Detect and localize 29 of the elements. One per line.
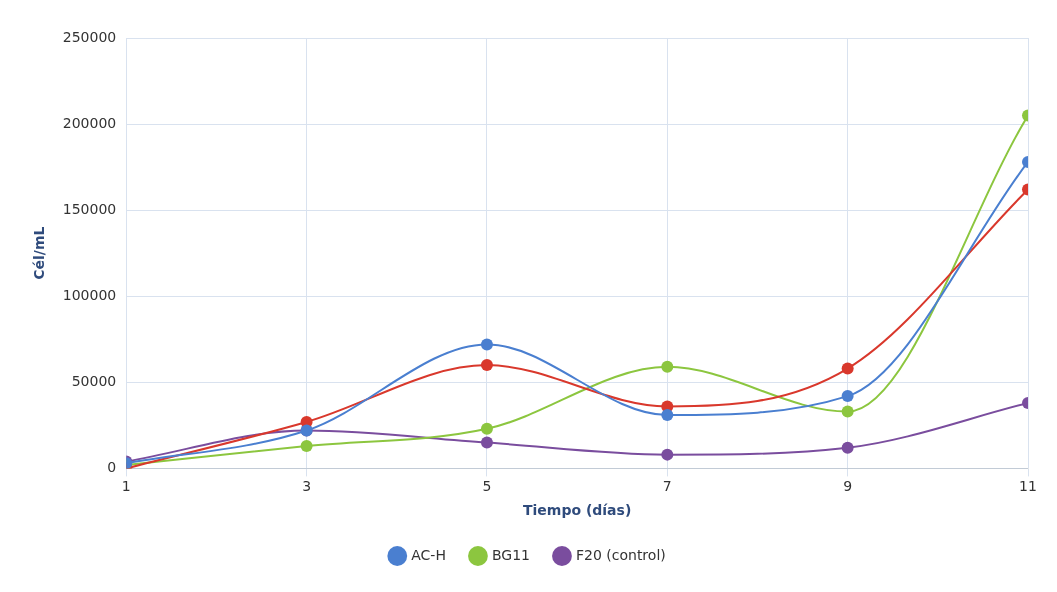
y-tick-label: 100000 bbox=[62, 286, 117, 303]
y-tick-label: 0 bbox=[107, 459, 117, 476]
point bbox=[841, 362, 854, 375]
x-axis-title: Tiempo (días) bbox=[522, 502, 632, 519]
point bbox=[480, 422, 493, 435]
y-tick-label: 250000 bbox=[62, 28, 117, 45]
point bbox=[480, 338, 493, 351]
x-tick-label: 7 bbox=[662, 478, 672, 495]
y-tick-label: 150000 bbox=[62, 200, 117, 217]
point bbox=[661, 360, 674, 373]
legend-label: AC-H bbox=[411, 546, 446, 563]
y-tick-label: 200000 bbox=[62, 114, 117, 131]
point bbox=[841, 441, 854, 454]
legend-label: F20 (control) bbox=[575, 546, 666, 563]
y-tick-label: 50000 bbox=[71, 372, 117, 389]
x-tick-label: 3 bbox=[302, 478, 312, 495]
point bbox=[300, 440, 313, 453]
point bbox=[841, 405, 854, 418]
point bbox=[480, 359, 493, 372]
point bbox=[661, 448, 674, 461]
x-tick-label: 9 bbox=[843, 478, 853, 495]
point bbox=[480, 436, 493, 449]
x-tick-label: 1 bbox=[121, 478, 131, 495]
point bbox=[841, 390, 854, 403]
point bbox=[661, 409, 674, 422]
x-tick-label: 11 bbox=[1019, 478, 1037, 495]
legend-label: BG11 bbox=[491, 546, 530, 563]
x-tick-label: 5 bbox=[482, 478, 492, 495]
y-axis-title: Cél/mL bbox=[31, 226, 48, 280]
